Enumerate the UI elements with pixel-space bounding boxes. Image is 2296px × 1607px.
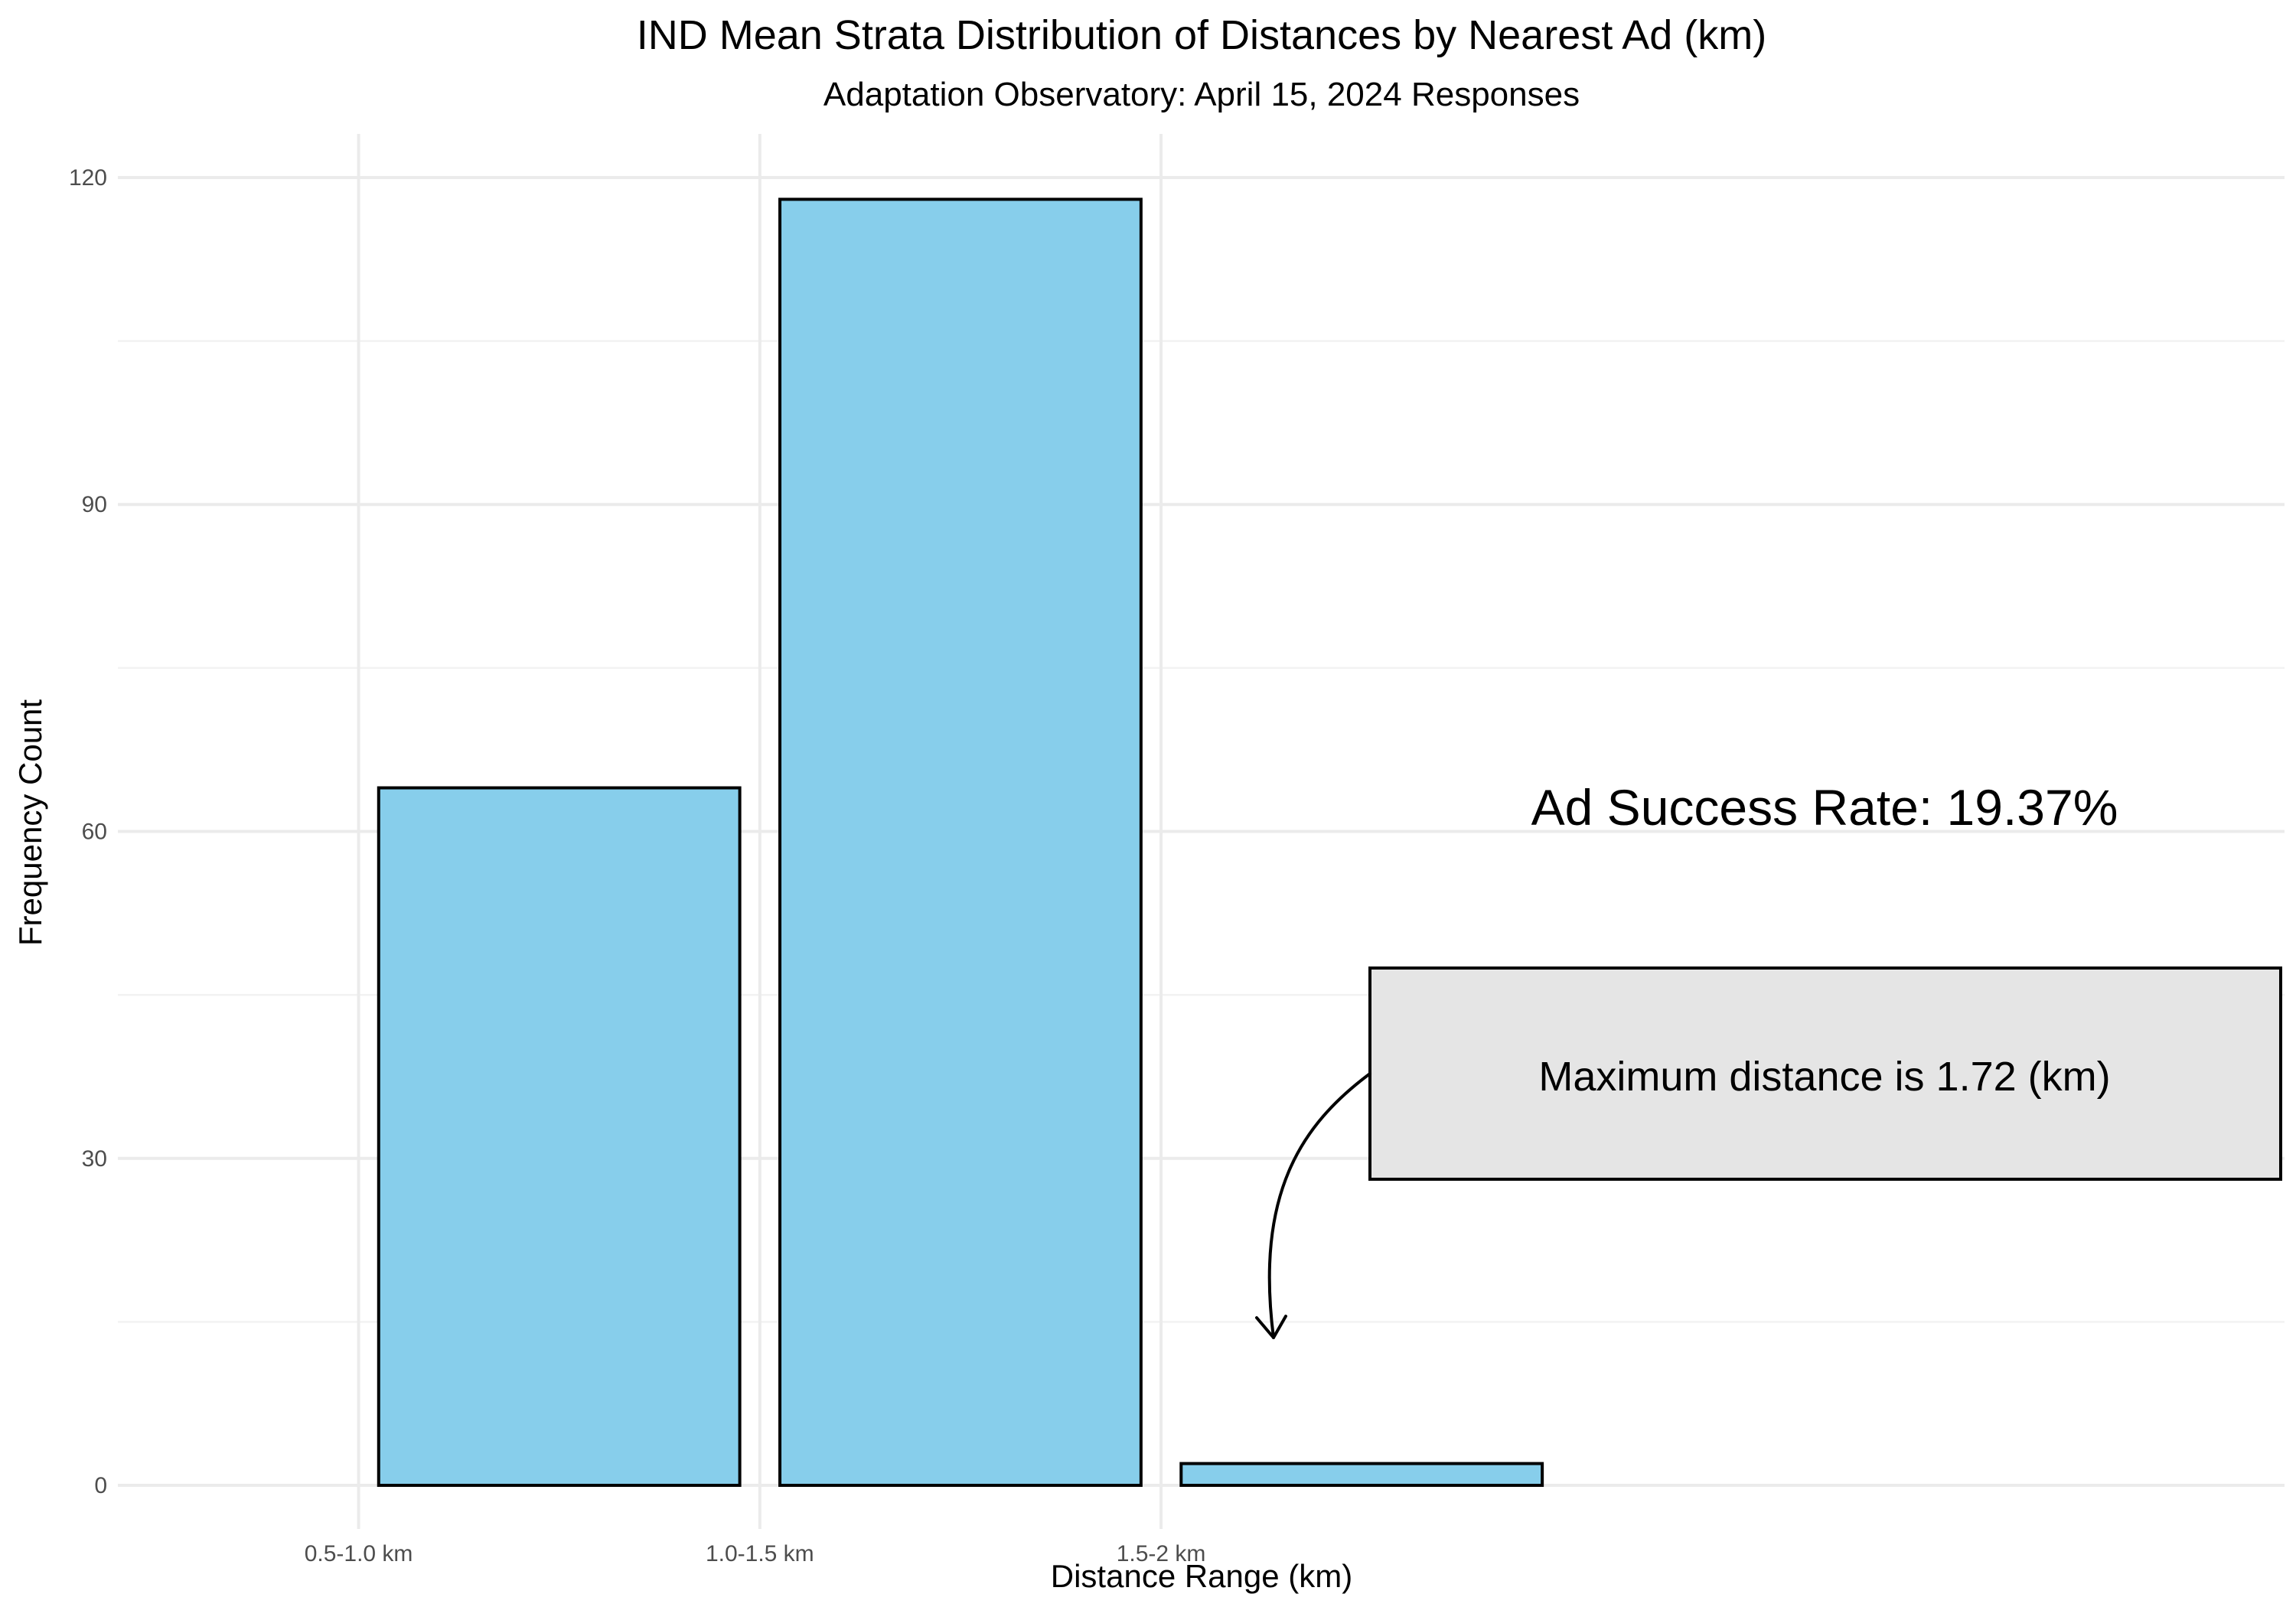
y-tick-label: 0 bbox=[94, 1473, 107, 1498]
y-axis-label: Frequency Count bbox=[12, 699, 48, 947]
chart-title: IND Mean Strata Distribution of Distance… bbox=[637, 12, 1767, 58]
y-tick-label: 120 bbox=[69, 165, 107, 191]
callout-text: Maximum distance is 1.72 (km) bbox=[1538, 1054, 2110, 1100]
chart-subtitle: Adaptation Observatory: April 15, 2024 R… bbox=[823, 76, 1580, 113]
x-tick-label: 1.0-1.5 km bbox=[706, 1541, 814, 1566]
y-tick-label: 30 bbox=[82, 1146, 107, 1172]
success-rate-annotation: Ad Success Rate: 19.37% bbox=[1531, 779, 2118, 836]
bar-1-0-1-5-km bbox=[778, 197, 1143, 1488]
bar-0-5-1-0-km bbox=[377, 786, 742, 1488]
callout-arrowhead bbox=[1255, 1315, 1287, 1339]
callout-arrow bbox=[1267, 1072, 1371, 1339]
y-tick-label: 90 bbox=[82, 492, 107, 517]
ticks: 0 30 60 90 120 0.5-1.0 km 1.0-1.5 km 1.5-2 km bbox=[69, 165, 1205, 1566]
x-tick-label: 1.5-2 km bbox=[1117, 1541, 1206, 1566]
y-tick-label: 60 bbox=[82, 820, 107, 845]
bar-1-5-2-km bbox=[1179, 1462, 1544, 1488]
max-distance-callout: Maximum distance is 1.72 (km) bbox=[1255, 966, 2282, 1339]
x-axis-label: Distance Range (km) bbox=[1051, 1558, 1352, 1594]
x-tick-label: 0.5-1.0 km bbox=[305, 1541, 413, 1566]
bars bbox=[377, 197, 1544, 1488]
